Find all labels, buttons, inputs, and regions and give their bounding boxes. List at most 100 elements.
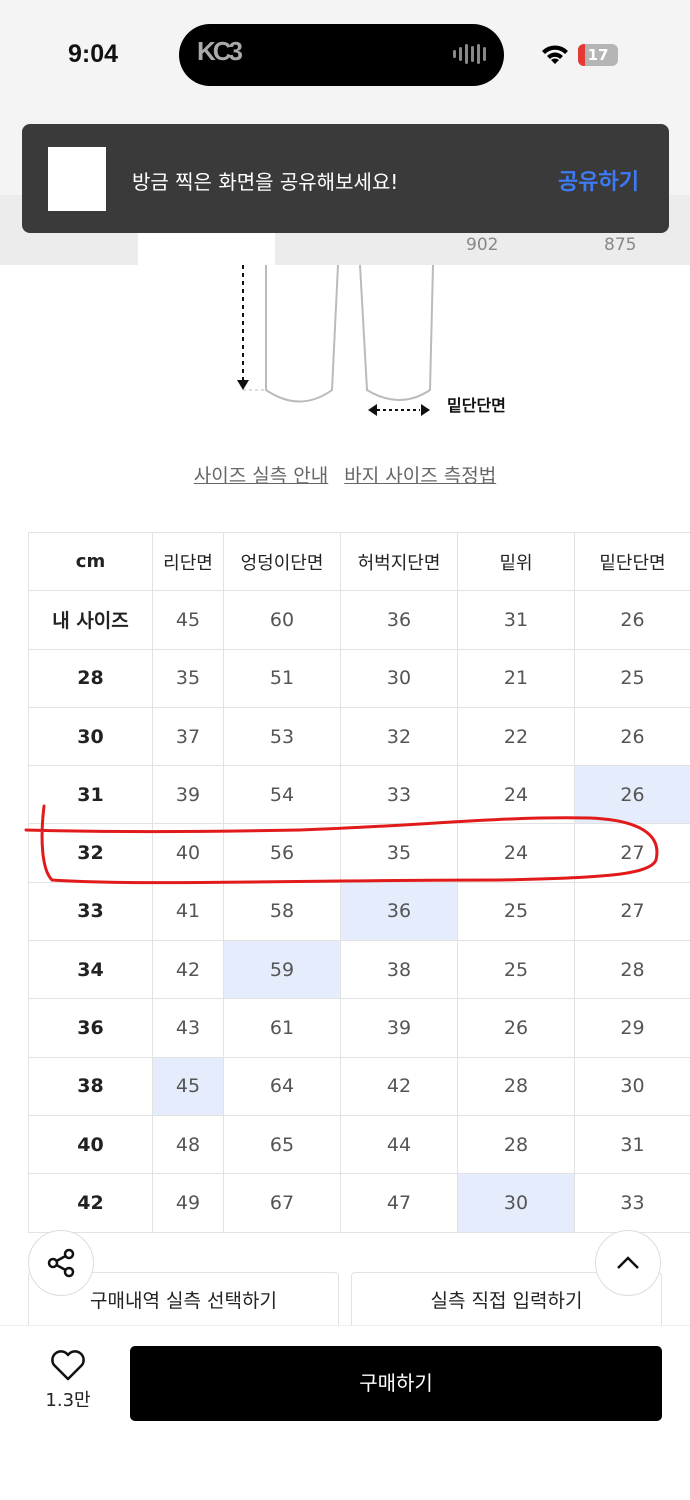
- size-label: 42: [28, 1173, 153, 1233]
- share-icon: [47, 1248, 75, 1278]
- scroll-top-button[interactable]: [595, 1230, 661, 1296]
- dynamic-island: KC3: [179, 24, 504, 86]
- table-cell: 49: [152, 1173, 224, 1233]
- pants-measuring-method-link[interactable]: 바지 사이즈 측정법: [344, 465, 497, 487]
- table-cell: 26: [574, 765, 690, 825]
- table-cell: 24: [457, 765, 575, 825]
- like-button[interactable]: 1.3만: [40, 1350, 96, 1412]
- table-cell: 30: [457, 1173, 575, 1233]
- table-cell: 31: [457, 590, 575, 650]
- size-label: 28: [28, 648, 153, 708]
- tab-count: 902: [466, 235, 499, 255]
- table-row[interactable]: 33 41 58 36 25 27: [28, 881, 690, 942]
- table-cell: 59: [223, 940, 341, 1000]
- table-cell: 58: [223, 881, 341, 942]
- table-cell: 31: [574, 1114, 690, 1175]
- table-cell: 40: [152, 823, 224, 883]
- table-row[interactable]: 40 48 65 44 28 31: [28, 1114, 690, 1175]
- table-cell: 28: [574, 940, 690, 1000]
- table-cell: 42: [340, 1056, 458, 1116]
- column-header: 엉덩이단면: [223, 531, 341, 592]
- table-cell: 53: [223, 706, 341, 767]
- table-cell: 38: [340, 940, 458, 1000]
- table-cell: 60: [223, 590, 341, 650]
- table-row[interactable]: 30 37 53 32 22 26: [28, 706, 690, 767]
- diagram-label: 밑단단면: [447, 396, 506, 415]
- table-cell: 65: [223, 1114, 341, 1175]
- table-cell: 26: [574, 706, 690, 767]
- table-cell: 67: [223, 1173, 341, 1233]
- toast-message: 방금 찍은 화면을 공유해보세요!: [132, 170, 399, 194]
- share-button[interactable]: 공유하기: [558, 170, 639, 195]
- table-cell: 33: [574, 1173, 690, 1233]
- column-header: 허벅지단면: [340, 531, 458, 592]
- table-cell: 42: [152, 940, 224, 1000]
- table-cell: 24: [457, 823, 575, 883]
- table-cell: 25: [457, 881, 575, 942]
- table-cell: 35: [152, 648, 224, 708]
- column-header: 밑단단면: [574, 531, 690, 592]
- table-cell: 30: [574, 1056, 690, 1116]
- table-cell: 39: [152, 765, 224, 825]
- table-row[interactable]: 32 40 56 35 24 27: [28, 823, 690, 883]
- table-row[interactable]: 34 42 59 38 25 28: [28, 940, 690, 1000]
- size-label: 내 사이즈: [28, 590, 153, 650]
- audio-wave-icon: [453, 44, 486, 64]
- size-label: 33: [28, 881, 153, 942]
- island-logo: KC3: [197, 36, 243, 66]
- size-measurement-guide-link[interactable]: 사이즈 실측 안내: [193, 465, 329, 487]
- table-row[interactable]: 31 39 54 33 24 26: [28, 765, 690, 825]
- screenshot-share-toast[interactable]: 방금 찍은 화면을 공유해보세요! 공유하기: [22, 124, 669, 233]
- table-cell: 28: [457, 1114, 575, 1175]
- table-cell: 26: [457, 998, 575, 1058]
- table-row[interactable]: 28 35 51 30 21 25: [28, 648, 690, 708]
- table-cell: 25: [457, 940, 575, 1000]
- table-cell: 47: [340, 1173, 458, 1233]
- table-cell: 21: [457, 648, 575, 708]
- wifi-icon: [542, 45, 568, 64]
- size-label: 34: [28, 940, 153, 1000]
- size-label: 40: [28, 1114, 153, 1175]
- table-cell: 45: [152, 1056, 224, 1116]
- size-table: cm 리단면 엉덩이단면 허벅지단면 밑위 밑단단면 내 사이즈 45 60 36 31 26 28 35…: [28, 531, 690, 1233]
- table-row[interactable]: 42 49 67 47 30 33: [28, 1173, 690, 1233]
- screenshot-thumbnail[interactable]: [48, 147, 106, 211]
- table-cell: 22: [457, 706, 575, 767]
- table-cell: 36: [340, 881, 458, 942]
- table-cell: 61: [223, 998, 341, 1058]
- table-cell: 32: [340, 706, 458, 767]
- column-header: 밑위: [457, 531, 575, 592]
- table-cell: 28: [457, 1056, 575, 1116]
- size-label: 38: [28, 1056, 153, 1116]
- pants-measurement-diagram: 밑단단면: [237, 265, 506, 416]
- table-cell: 51: [223, 648, 341, 708]
- battery-icon: 17: [578, 44, 618, 66]
- size-label: 36: [28, 998, 153, 1058]
- buy-button[interactable]: 구매하기: [130, 1346, 662, 1421]
- table-cell: 30: [340, 648, 458, 708]
- clock: 9:04: [68, 40, 119, 68]
- table-cell: 39: [340, 998, 458, 1058]
- size-label: 32: [28, 823, 153, 883]
- table-cell: 43: [152, 998, 224, 1058]
- column-header: 리단면: [152, 531, 224, 592]
- size-label: 30: [28, 706, 153, 767]
- table-cell: 29: [574, 998, 690, 1058]
- table-cell: 44: [340, 1114, 458, 1175]
- table-row[interactable]: 38 45 64 42 28 30: [28, 1056, 690, 1116]
- table-cell: 27: [574, 823, 690, 883]
- size-label: 31: [28, 765, 153, 825]
- tab-count: 875: [604, 235, 637, 255]
- table-cell: 27: [574, 881, 690, 942]
- table-cell: 41: [152, 881, 224, 942]
- chevron-up-icon: [617, 1256, 639, 1269]
- table-cell: 33: [340, 765, 458, 825]
- share-button[interactable]: [28, 1230, 94, 1296]
- table-row[interactable]: 36 43 61 39 26 29: [28, 998, 690, 1058]
- column-header: cm: [28, 531, 153, 592]
- table-cell: 45: [152, 590, 224, 650]
- table-cell: 48: [152, 1114, 224, 1175]
- table-cell: 26: [574, 590, 690, 650]
- table-row[interactable]: 내 사이즈 45 60 36 31 26: [28, 590, 690, 650]
- table-cell: 56: [223, 823, 341, 883]
